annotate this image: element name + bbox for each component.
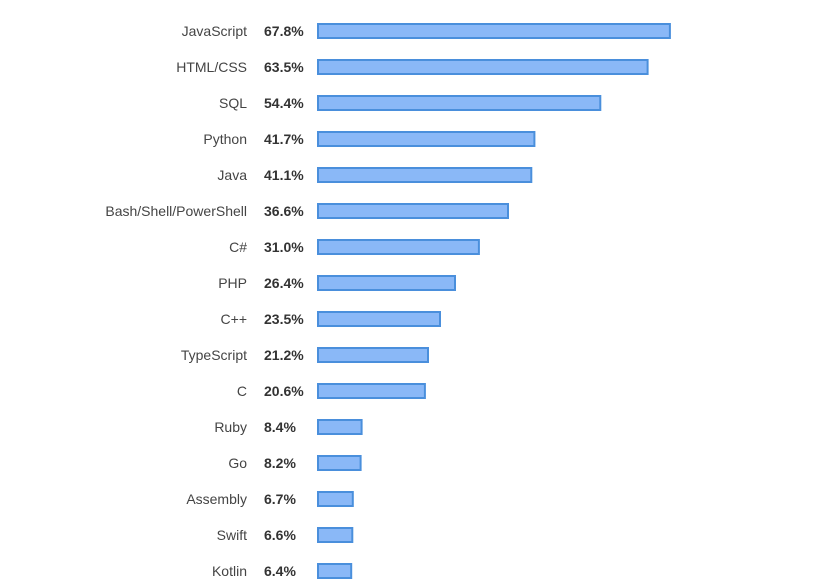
value-label-assembly: 6.7% [264, 491, 296, 507]
value-label-c: 31.0% [264, 239, 304, 255]
bar-php [317, 275, 456, 291]
category-label-java: Java [217, 167, 247, 183]
category-label-ruby: Ruby [214, 419, 247, 435]
value-label-php: 26.4% [264, 275, 304, 291]
value-labels: 67.8% 63.5% 54.4% 41.7% 41.1% 36.6% 31.0% 26.4%… [264, 23, 304, 579]
category-label-php: PHP [218, 275, 247, 291]
bar-swift [317, 527, 354, 543]
bar-assembly [317, 491, 354, 507]
value-label-python: 41.7% [264, 131, 304, 147]
bar-bash-shell-powershell [317, 203, 509, 219]
bar-python [317, 131, 536, 147]
value-label-ruby: 8.4% [264, 419, 296, 435]
category-label-python: Python [203, 131, 247, 147]
bar-go [317, 455, 362, 471]
value-label-kotlin: 6.4% [264, 563, 296, 579]
category-label-swift: Swift [217, 527, 247, 543]
value-label-sql: 54.4% [264, 95, 304, 111]
bar-sql [317, 95, 602, 111]
value-label-typescript: 21.2% [264, 347, 304, 363]
value-label-javascript: 67.8% [264, 23, 304, 39]
bar-c [317, 311, 441, 327]
category-label-c: C++ [221, 311, 247, 327]
category-label-kotlin: Kotlin [212, 563, 247, 579]
value-label-bash-shell-powershell: 36.6% [264, 203, 304, 219]
value-label-go: 8.2% [264, 455, 296, 471]
bar-ruby [317, 419, 363, 435]
category-label-typescript: TypeScript [181, 347, 247, 363]
category-label-bash-shell-powershell: Bash/Shell/PowerShell [105, 203, 247, 219]
bar-kotlin [317, 563, 353, 579]
category-label-go: Go [228, 455, 247, 471]
category-label-c: C# [229, 239, 247, 255]
bar-c [317, 383, 426, 399]
bar-javascript [317, 23, 671, 39]
bar-html-css [317, 59, 649, 75]
value-label-c: 23.5% [264, 311, 304, 327]
bar-typescript [317, 347, 429, 363]
category-labels: JavaScript HTML/CSS SQL Python Java Bash/Shel… [105, 23, 247, 579]
bar-java [317, 167, 533, 183]
category-label-sql: SQL [219, 95, 247, 111]
value-label-java: 41.1% [264, 167, 304, 183]
category-label-assembly: Assembly [186, 491, 247, 507]
category-label-javascript: JavaScript [182, 23, 247, 39]
value-label-c: 20.6% [264, 383, 304, 399]
category-label-c: C [237, 383, 247, 399]
value-label-html-css: 63.5% [264, 59, 304, 75]
bar-c [317, 239, 480, 255]
category-label-html-css: HTML/CSS [176, 59, 247, 75]
value-label-swift: 6.6% [264, 527, 296, 543]
bars [317, 23, 671, 579]
